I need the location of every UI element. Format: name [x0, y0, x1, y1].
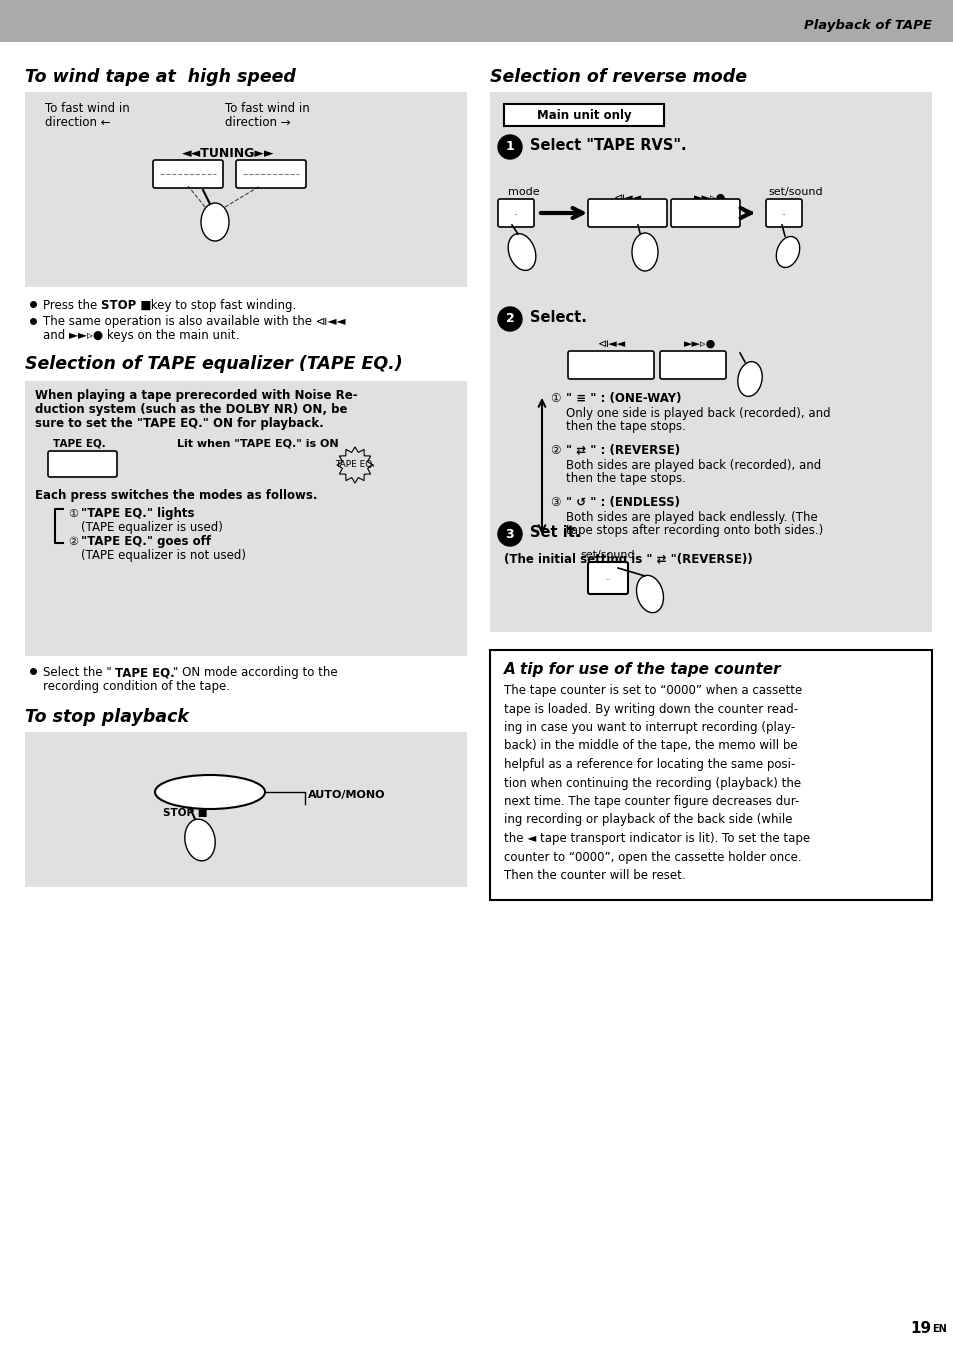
Text: 3: 3	[505, 527, 514, 541]
Text: then the tape stops.: then the tape stops.	[565, 420, 685, 433]
Text: " ≡ " : (ONE-WAY): " ≡ " : (ONE-WAY)	[565, 392, 680, 406]
Text: When playing a tape prerecorded with Noise Re-: When playing a tape prerecorded with Noi…	[35, 389, 357, 402]
Text: 1: 1	[505, 141, 514, 154]
Text: To fast wind in: To fast wind in	[225, 101, 310, 115]
Text: " ON mode according to the: " ON mode according to the	[172, 667, 337, 679]
Text: Lit when "TAPE EQ." is ON: Lit when "TAPE EQ." is ON	[177, 439, 338, 449]
FancyBboxPatch shape	[659, 352, 725, 379]
Text: ①: ①	[68, 508, 78, 519]
Ellipse shape	[737, 361, 761, 396]
Text: ►►▹●: ►►▹●	[693, 193, 725, 203]
Text: duction system (such as the DOLBY NR) ON, be: duction system (such as the DOLBY NR) ON…	[35, 403, 347, 416]
Text: TAPE EQ.: TAPE EQ.	[53, 439, 106, 449]
FancyBboxPatch shape	[490, 92, 931, 631]
Text: "TAPE EQ." lights: "TAPE EQ." lights	[81, 507, 194, 521]
Text: recording condition of the tape.: recording condition of the tape.	[43, 680, 230, 694]
Text: STOP ■: STOP ■	[163, 808, 207, 818]
Text: sure to set the "TAPE EQ." ON for playback.: sure to set the "TAPE EQ." ON for playba…	[35, 416, 323, 430]
Text: Both sides are played back (recorded), and: Both sides are played back (recorded), a…	[565, 458, 821, 472]
Text: (TAPE equalizer is used): (TAPE equalizer is used)	[81, 521, 223, 534]
Text: To fast wind in: To fast wind in	[45, 101, 130, 115]
FancyBboxPatch shape	[235, 160, 306, 188]
Text: A tip for use of the tape counter: A tip for use of the tape counter	[503, 662, 781, 677]
Text: Each press switches the modes as follows.: Each press switches the modes as follows…	[35, 489, 317, 502]
Text: Selection of TAPE equalizer (TAPE EQ.): Selection of TAPE equalizer (TAPE EQ.)	[25, 356, 402, 373]
FancyBboxPatch shape	[0, 0, 953, 42]
Circle shape	[497, 135, 521, 160]
Text: direction →: direction →	[225, 116, 291, 128]
FancyBboxPatch shape	[25, 381, 467, 656]
Text: The same operation is also available with the ⧏◄◄: The same operation is also available wit…	[43, 315, 345, 329]
Text: and ►►▹● keys on the main unit.: and ►►▹● keys on the main unit.	[43, 329, 239, 342]
Circle shape	[497, 522, 521, 546]
Text: set/sound: set/sound	[580, 550, 635, 560]
FancyBboxPatch shape	[152, 160, 223, 188]
Text: Selection of reverse mode: Selection of reverse mode	[490, 68, 746, 87]
FancyBboxPatch shape	[587, 562, 627, 594]
Text: ◄◄TUNING►►: ◄◄TUNING►►	[181, 147, 274, 160]
Text: 19: 19	[909, 1321, 930, 1336]
Text: ①: ①	[550, 392, 560, 406]
Text: Playback of TAPE: Playback of TAPE	[803, 19, 931, 32]
Ellipse shape	[636, 576, 662, 612]
Text: (TAPE equalizer is not used): (TAPE equalizer is not used)	[81, 549, 246, 562]
Text: set/sound: set/sound	[767, 187, 821, 197]
Text: ②: ②	[68, 537, 78, 548]
Text: ③: ③	[550, 496, 560, 508]
Text: key to stop fast winding.: key to stop fast winding.	[147, 299, 296, 312]
Ellipse shape	[508, 234, 536, 270]
Text: mode: mode	[507, 187, 539, 197]
Text: EN: EN	[931, 1324, 945, 1334]
Text: TAPE EQ.: TAPE EQ.	[335, 461, 375, 469]
Text: To stop playback: To stop playback	[25, 708, 189, 726]
Text: direction ←: direction ←	[45, 116, 111, 128]
FancyBboxPatch shape	[48, 452, 117, 477]
Ellipse shape	[185, 819, 215, 861]
Text: Set it.: Set it.	[530, 525, 579, 539]
Text: Main unit only: Main unit only	[537, 108, 631, 122]
FancyBboxPatch shape	[567, 352, 654, 379]
Text: Only one side is played back (recorded), and: Only one side is played back (recorded),…	[565, 407, 830, 420]
Text: To wind tape at  high speed: To wind tape at high speed	[25, 68, 295, 87]
Text: then the tape stops.: then the tape stops.	[565, 472, 685, 485]
Text: 2: 2	[505, 312, 514, 326]
FancyBboxPatch shape	[587, 199, 666, 227]
Text: Press the: Press the	[43, 299, 101, 312]
Text: ..: ..	[605, 573, 610, 583]
Text: " ⇄ " : (REVERSE): " ⇄ " : (REVERSE)	[565, 443, 679, 457]
Text: AUTO/MONO: AUTO/MONO	[308, 790, 385, 800]
FancyBboxPatch shape	[765, 199, 801, 227]
Text: ►►▹●: ►►▹●	[683, 339, 716, 349]
Text: tape stops after recording onto both sides.): tape stops after recording onto both sid…	[565, 525, 822, 537]
FancyBboxPatch shape	[25, 731, 467, 887]
Text: Select "TAPE RVS".: Select "TAPE RVS".	[530, 138, 686, 153]
Text: TAPE EQ.: TAPE EQ.	[115, 667, 174, 679]
FancyBboxPatch shape	[670, 199, 740, 227]
Text: "TAPE EQ." goes off: "TAPE EQ." goes off	[81, 535, 211, 548]
Text: ..: ..	[781, 210, 785, 216]
FancyBboxPatch shape	[497, 199, 534, 227]
Text: (The initial setting is " ⇄ "(REVERSE)): (The initial setting is " ⇄ "(REVERSE))	[503, 553, 752, 566]
Text: ⧏◄◄: ⧏◄◄	[598, 339, 625, 349]
Text: ⧏◄◄: ⧏◄◄	[614, 193, 641, 203]
Circle shape	[497, 307, 521, 331]
FancyBboxPatch shape	[503, 104, 663, 126]
Ellipse shape	[201, 203, 229, 241]
Text: Select.: Select.	[530, 310, 586, 324]
Text: STOP ■: STOP ■	[101, 299, 152, 312]
Text: The tape counter is set to “0000” when a cassette
tape is loaded. By writing dow: The tape counter is set to “0000” when a…	[503, 684, 809, 882]
Text: Both sides are played back endlessly. (The: Both sides are played back endlessly. (T…	[565, 511, 817, 525]
Text: ..: ..	[514, 210, 517, 216]
FancyBboxPatch shape	[490, 650, 931, 900]
Text: ②: ②	[550, 443, 560, 457]
FancyBboxPatch shape	[25, 92, 467, 287]
Ellipse shape	[776, 237, 799, 268]
Ellipse shape	[631, 233, 658, 270]
Ellipse shape	[154, 775, 265, 808]
Text: Select the ": Select the "	[43, 667, 112, 679]
Text: " ↺ " : (ENDLESS): " ↺ " : (ENDLESS)	[565, 496, 679, 508]
